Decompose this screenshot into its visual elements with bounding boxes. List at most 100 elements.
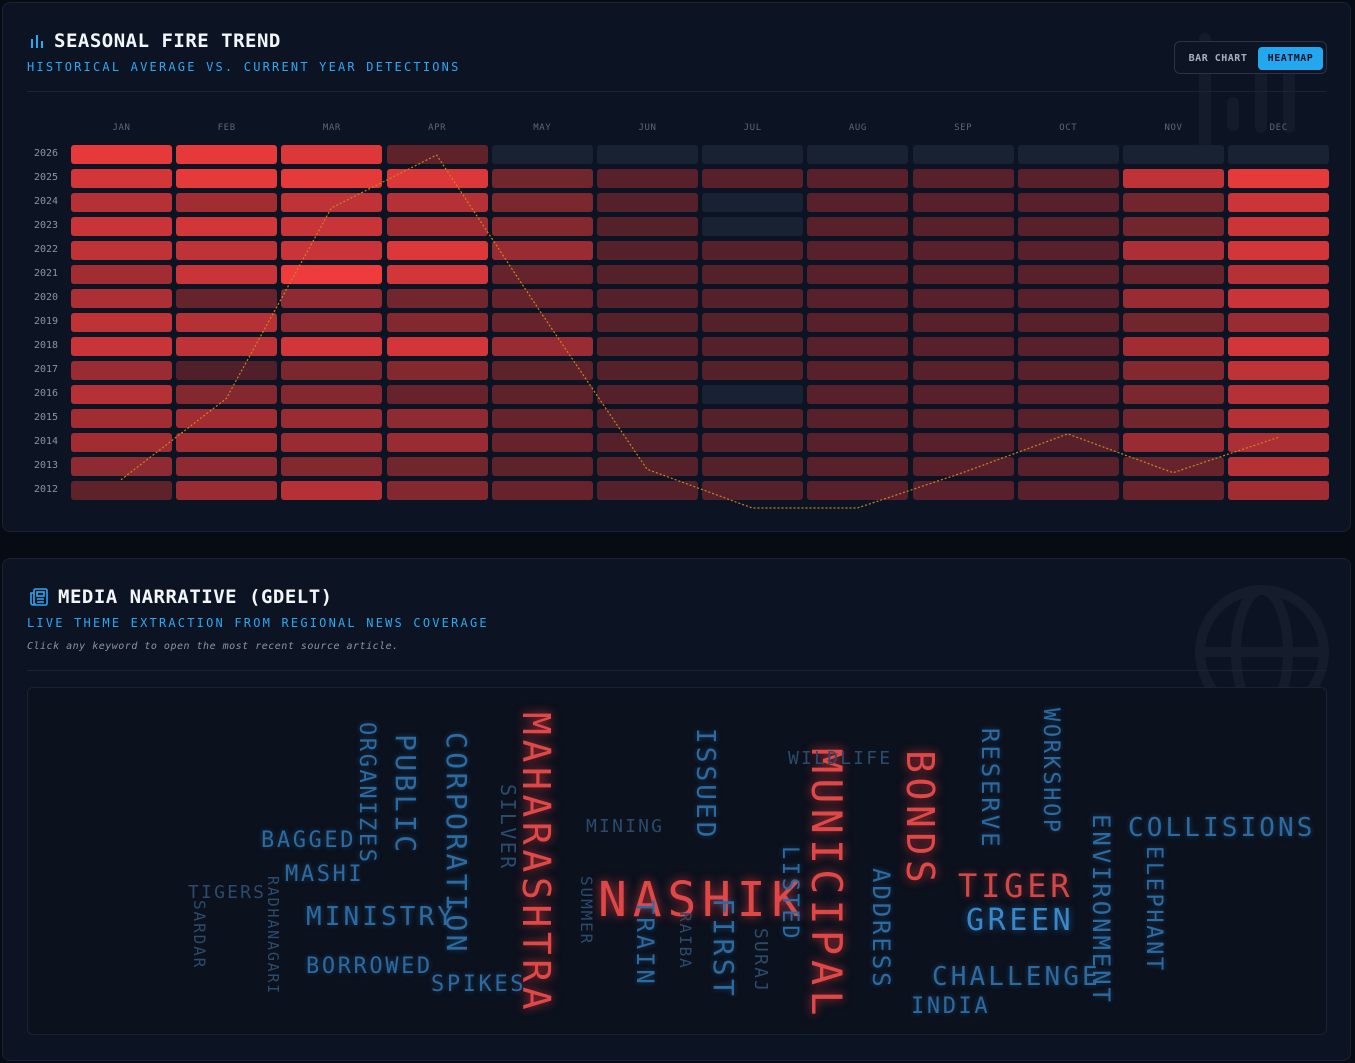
heatmap-cell-2012-dec[interactable]	[1228, 481, 1330, 500]
heatmap-cell-2020-apr[interactable]	[386, 289, 488, 308]
heatmap-cell-2013-nov[interactable]	[1123, 457, 1224, 476]
heatmap-cell-2017-jan[interactable]	[71, 361, 172, 380]
heatmap-cell-2015-sep[interactable]	[912, 409, 1014, 428]
heatmap-cell-2019-jan[interactable]	[71, 313, 172, 332]
heatmap-cell-2026-sep[interactable]	[912, 145, 1014, 164]
heatmap-cell-2013-sep[interactable]	[912, 457, 1014, 476]
keyword-spikes[interactable]: SPIKES	[431, 972, 527, 997]
keyword-bonds[interactable]: BONDS	[898, 750, 942, 888]
heatmap-cell-2016-aug[interactable]	[807, 385, 909, 404]
keyword-silver[interactable]: SILVER	[496, 784, 520, 871]
keyword-tigers[interactable]: TIGERS	[188, 882, 267, 903]
heatmap-cell-2026-dec[interactable]	[1228, 145, 1330, 164]
keyword-address[interactable]: ADDRESS	[867, 868, 895, 990]
heatmap-cell-2024-jun[interactable]	[597, 193, 698, 212]
heatmap-cell-2013-aug[interactable]	[807, 457, 909, 476]
heatmap-cell-2017-apr[interactable]	[386, 361, 488, 380]
heatmap-cell-2024-nov[interactable]	[1123, 193, 1224, 212]
heatmap-cell-2013-dec[interactable]	[1228, 457, 1330, 476]
heatmap-cell-2013-may[interactable]	[491, 457, 593, 476]
keyword-sardar[interactable]: SARDAR	[190, 900, 209, 970]
heatmap-cell-2015-jul[interactable]	[702, 409, 804, 428]
heatmap-cell-2015-oct[interactable]	[1017, 409, 1119, 428]
heatmap-cell-2024-jul[interactable]	[702, 193, 804, 212]
heatmap-cell-2013-jan[interactable]	[71, 457, 172, 476]
heatmap-cell-2020-aug[interactable]	[807, 289, 909, 308]
heatmap-cell-2017-oct[interactable]	[1017, 361, 1119, 380]
heatmap-cell-2022-may[interactable]	[491, 241, 593, 260]
heatmap-cell-2016-nov[interactable]	[1123, 385, 1224, 404]
heatmap-cell-2018-mar[interactable]	[281, 337, 383, 356]
heatmap-cell-2026-apr[interactable]	[386, 145, 488, 164]
heatmap-cell-2017-may[interactable]	[491, 361, 593, 380]
heatmap-cell-2023-jun[interactable]	[597, 217, 698, 236]
heatmap-cell-2021-jan[interactable]	[71, 265, 172, 284]
heatmap-cell-2025-oct[interactable]	[1017, 169, 1119, 188]
keyword-suraj[interactable]: SURAJ	[750, 928, 771, 994]
heatmap-cell-2014-jan[interactable]	[71, 433, 172, 452]
keyword-train[interactable]: TRAIN	[631, 900, 659, 987]
heatmap-cell-2016-mar[interactable]	[281, 385, 383, 404]
heatmap-cell-2019-jul[interactable]	[702, 313, 804, 332]
heatmap-cell-2014-sep[interactable]	[912, 433, 1014, 452]
heatmap-cell-2012-mar[interactable]	[281, 481, 383, 500]
heatmap-cell-2012-may[interactable]	[491, 481, 593, 500]
heatmap-cell-2015-may[interactable]	[491, 409, 593, 428]
heatmap-cell-2021-aug[interactable]	[807, 265, 909, 284]
keyword-reserve[interactable]: RESERVE	[976, 728, 1004, 850]
heatmap-cell-2023-mar[interactable]	[281, 217, 383, 236]
keyword-maharashtra[interactable]: MAHARASHTRA	[514, 712, 558, 1015]
heatmap-cell-2025-nov[interactable]	[1123, 169, 1224, 188]
heatmap-cell-2023-feb[interactable]	[176, 217, 278, 236]
heatmap-cell-2025-mar[interactable]	[281, 169, 383, 188]
keyword-bagged[interactable]: BAGGED	[261, 828, 357, 853]
keyword-summer[interactable]: SUMMER	[577, 876, 596, 946]
heatmap-cell-2019-sep[interactable]	[912, 313, 1014, 332]
keyword-elephant[interactable]: ELEPHANT	[1141, 846, 1166, 973]
heatmap-cell-2014-nov[interactable]	[1123, 433, 1224, 452]
heatmap-cell-2024-dec[interactable]	[1228, 193, 1330, 212]
heatmap-cell-2026-jun[interactable]	[597, 145, 698, 164]
heatmap-cell-2019-nov[interactable]	[1123, 313, 1224, 332]
heatmap-cell-2024-oct[interactable]	[1017, 193, 1119, 212]
heatmap-cell-2022-mar[interactable]	[281, 241, 383, 260]
heatmap-cell-2025-dec[interactable]	[1228, 169, 1330, 188]
heatmap-cell-2026-may[interactable]	[491, 145, 593, 164]
heatmap-cell-2024-feb[interactable]	[176, 193, 278, 212]
keyword-workshop[interactable]: WORKSHOP	[1038, 708, 1063, 835]
heatmap-cell-2018-jul[interactable]	[702, 337, 804, 356]
heatmap-cell-2014-may[interactable]	[491, 433, 593, 452]
heatmap-cell-2021-jun[interactable]	[597, 265, 698, 284]
heatmap-cell-2024-sep[interactable]	[912, 193, 1014, 212]
heatmap-cell-2021-apr[interactable]	[386, 265, 488, 284]
heatmap-cell-2012-jun[interactable]	[597, 481, 698, 500]
heatmap-cell-2014-feb[interactable]	[176, 433, 278, 452]
heatmap-cell-2021-jul[interactable]	[702, 265, 804, 284]
heatmap-cell-2021-mar[interactable]	[281, 265, 383, 284]
keyword-issued[interactable]: ISSUED	[690, 728, 720, 841]
heatmap-cell-2018-feb[interactable]	[176, 337, 278, 356]
keyword-challenge[interactable]: CHALLENGE	[932, 962, 1101, 992]
heatmap-cell-2023-nov[interactable]	[1123, 217, 1224, 236]
heatmap-cell-2015-jan[interactable]	[71, 409, 172, 428]
heatmap-cell-2020-mar[interactable]	[281, 289, 383, 308]
heatmap-cell-2026-oct[interactable]	[1017, 145, 1119, 164]
heatmap-cell-2026-jan[interactable]	[71, 145, 172, 164]
heatmap-cell-2014-oct[interactable]	[1017, 433, 1119, 452]
heatmap-cell-2025-jan[interactable]	[71, 169, 172, 188]
heatmap-cell-2012-feb[interactable]	[176, 481, 278, 500]
heatmap-cell-2020-nov[interactable]	[1123, 289, 1224, 308]
heatmap-cell-2016-jul[interactable]	[702, 385, 804, 404]
heatmap-cell-2012-nov[interactable]	[1123, 481, 1224, 500]
heatmap-cell-2019-mar[interactable]	[281, 313, 383, 332]
heatmap-cell-2022-jan[interactable]	[71, 241, 172, 260]
heatmap-cell-2015-nov[interactable]	[1123, 409, 1224, 428]
heatmap-cell-2014-dec[interactable]	[1228, 433, 1330, 452]
heatmap-cell-2022-sep[interactable]	[912, 241, 1014, 260]
heatmap-cell-2013-apr[interactable]	[386, 457, 488, 476]
keyword-collisions[interactable]: COLLISIONS	[1128, 813, 1316, 843]
heatmap-cell-2019-dec[interactable]	[1228, 313, 1330, 332]
heatmap-cell-2023-sep[interactable]	[912, 217, 1014, 236]
heatmap-cell-2012-apr[interactable]	[386, 481, 488, 500]
keyword-municipal[interactable]: MUNICIPAL	[802, 748, 851, 1021]
